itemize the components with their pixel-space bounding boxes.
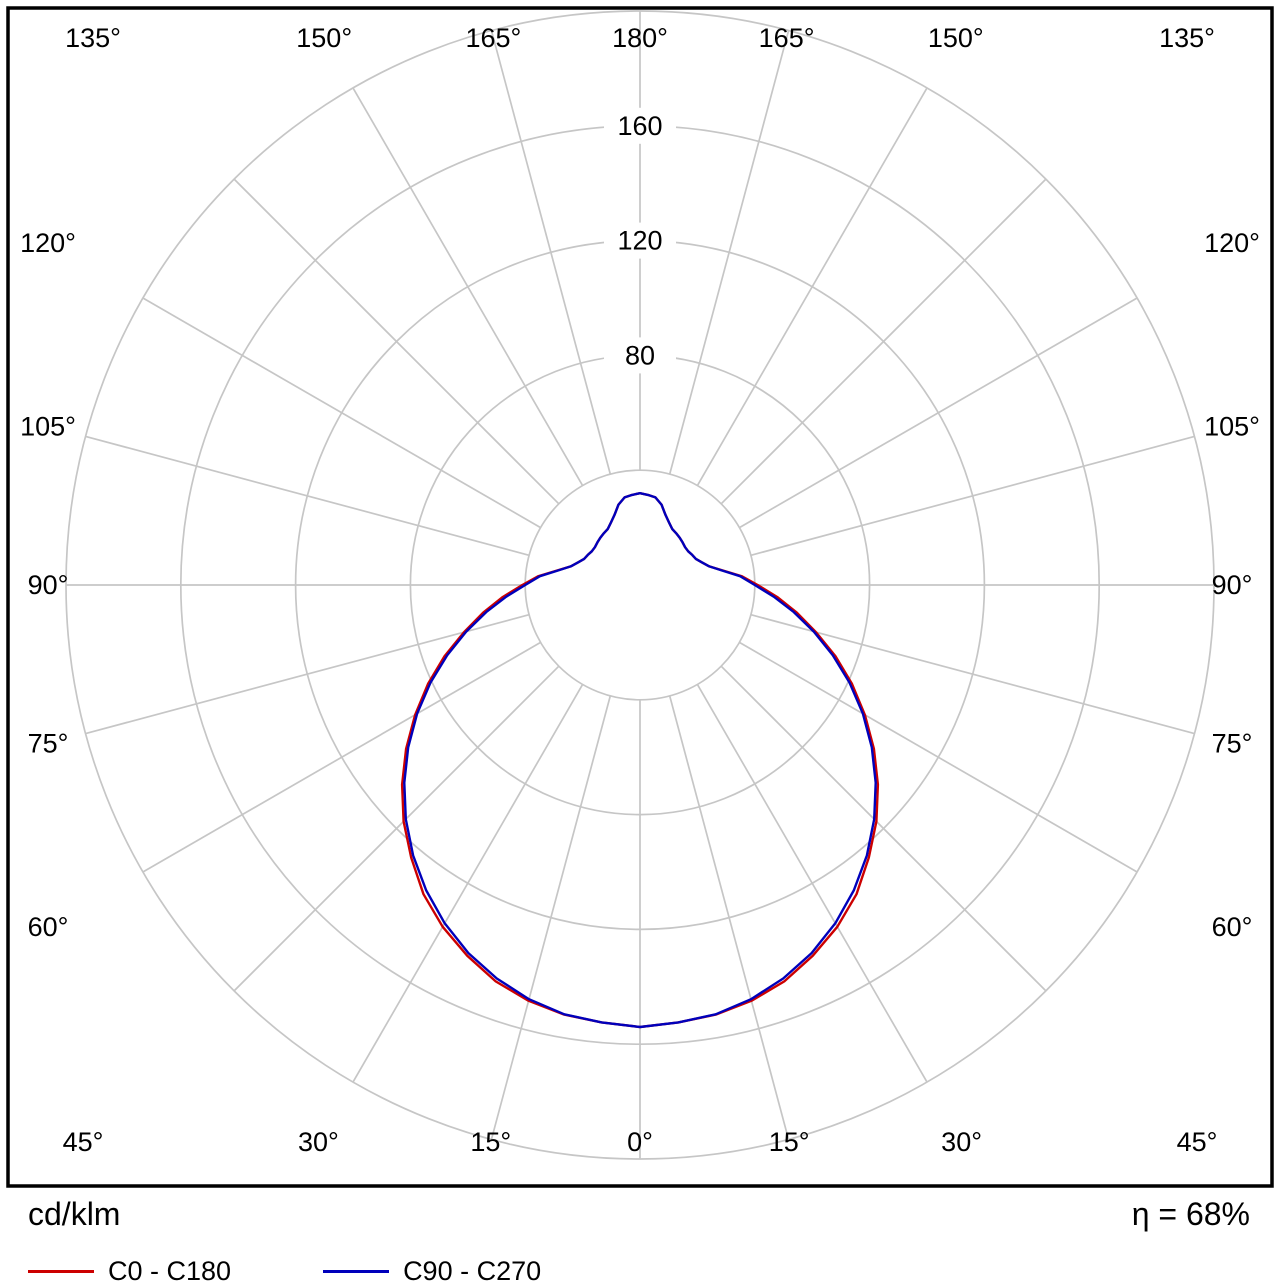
grid-spoke xyxy=(720,665,1047,992)
grid-spoke xyxy=(720,178,1047,505)
angle-label: 90° xyxy=(28,570,69,600)
legend-swatch-c90-c270 xyxy=(323,1270,390,1273)
angle-label: 60° xyxy=(28,912,69,942)
angle-label: 120° xyxy=(20,228,76,258)
legend-item-c90-c270: C90 - C270 xyxy=(323,1256,541,1287)
polar-grid xyxy=(65,10,1215,1160)
angle-label: 150° xyxy=(296,23,352,53)
series-curve-C90-C270 xyxy=(403,492,877,1029)
chart-frame xyxy=(6,6,1274,1188)
angle-label: 135° xyxy=(65,23,121,53)
angle-label: 60° xyxy=(1212,912,1253,942)
grid-spoke xyxy=(490,695,612,1140)
angle-label: 0° xyxy=(627,1127,653,1157)
angle-label: 105° xyxy=(20,411,76,441)
grid-spoke xyxy=(490,30,612,475)
grid-spoke xyxy=(738,641,1138,873)
legend-label-c90-c270: C90 - C270 xyxy=(403,1256,542,1286)
angle-label: 135° xyxy=(1159,23,1215,53)
legend-label-c0-c180: C0 - C180 xyxy=(108,1256,232,1286)
radial-tick-label-bg xyxy=(604,337,676,374)
angle-label: 75° xyxy=(28,729,69,759)
angle-label: 15° xyxy=(470,1127,511,1157)
grid-spoke xyxy=(142,641,542,873)
angle-label: 75° xyxy=(1212,729,1253,759)
angle-label: 30° xyxy=(298,1127,339,1157)
angle-label: 45° xyxy=(1177,1127,1218,1157)
radial-tick-label-bg xyxy=(604,107,676,144)
grid-spoke xyxy=(352,87,584,487)
radial-tick-label-bg xyxy=(604,222,676,259)
angle-label: 180° xyxy=(612,23,668,53)
grid-spoke xyxy=(668,695,790,1140)
grid-spoke xyxy=(750,435,1195,557)
radial-tick-label: 160 xyxy=(617,111,662,141)
legend-swatch-c0-c180 xyxy=(28,1270,94,1273)
angle-label: 165° xyxy=(465,23,521,53)
radial-unit-label: cd/klm xyxy=(28,1196,121,1232)
radial-tick-label: 80 xyxy=(625,340,655,370)
grid-spoke xyxy=(696,683,928,1083)
angle-label: 150° xyxy=(928,23,984,53)
grid-spoke xyxy=(668,30,790,475)
grid-spoke xyxy=(352,683,584,1083)
grid-spoke xyxy=(142,297,542,529)
angle-labels: 0° 15° 30° 45° 60° 75° 90° 105° 120° 135° 150° 165°… xyxy=(20,23,1260,1157)
angle-label: 45° xyxy=(63,1127,104,1157)
grid-spoke xyxy=(696,87,928,487)
grid-spoke xyxy=(738,297,1138,529)
grid-ring xyxy=(524,469,756,701)
angle-label: 120° xyxy=(1204,228,1260,258)
angle-label: 90° xyxy=(1212,570,1253,600)
grid-spoke xyxy=(85,613,530,735)
legend-item-c0-c180: C0 - C180 xyxy=(28,1256,231,1287)
angle-label: 165° xyxy=(759,23,815,53)
efficiency-label: η = 68% xyxy=(1131,1196,1250,1232)
angle-label: 105° xyxy=(1204,411,1260,441)
radial-tick-label: 120 xyxy=(617,226,662,256)
grid-spoke xyxy=(233,178,560,505)
grid-spoke xyxy=(233,665,560,992)
angle-label: 30° xyxy=(941,1127,982,1157)
legend: C0 - C180 C90 - C270 xyxy=(28,1256,633,1287)
grid-spoke xyxy=(750,613,1195,735)
angle-label: 15° xyxy=(769,1127,810,1157)
grid-spoke xyxy=(85,435,530,557)
